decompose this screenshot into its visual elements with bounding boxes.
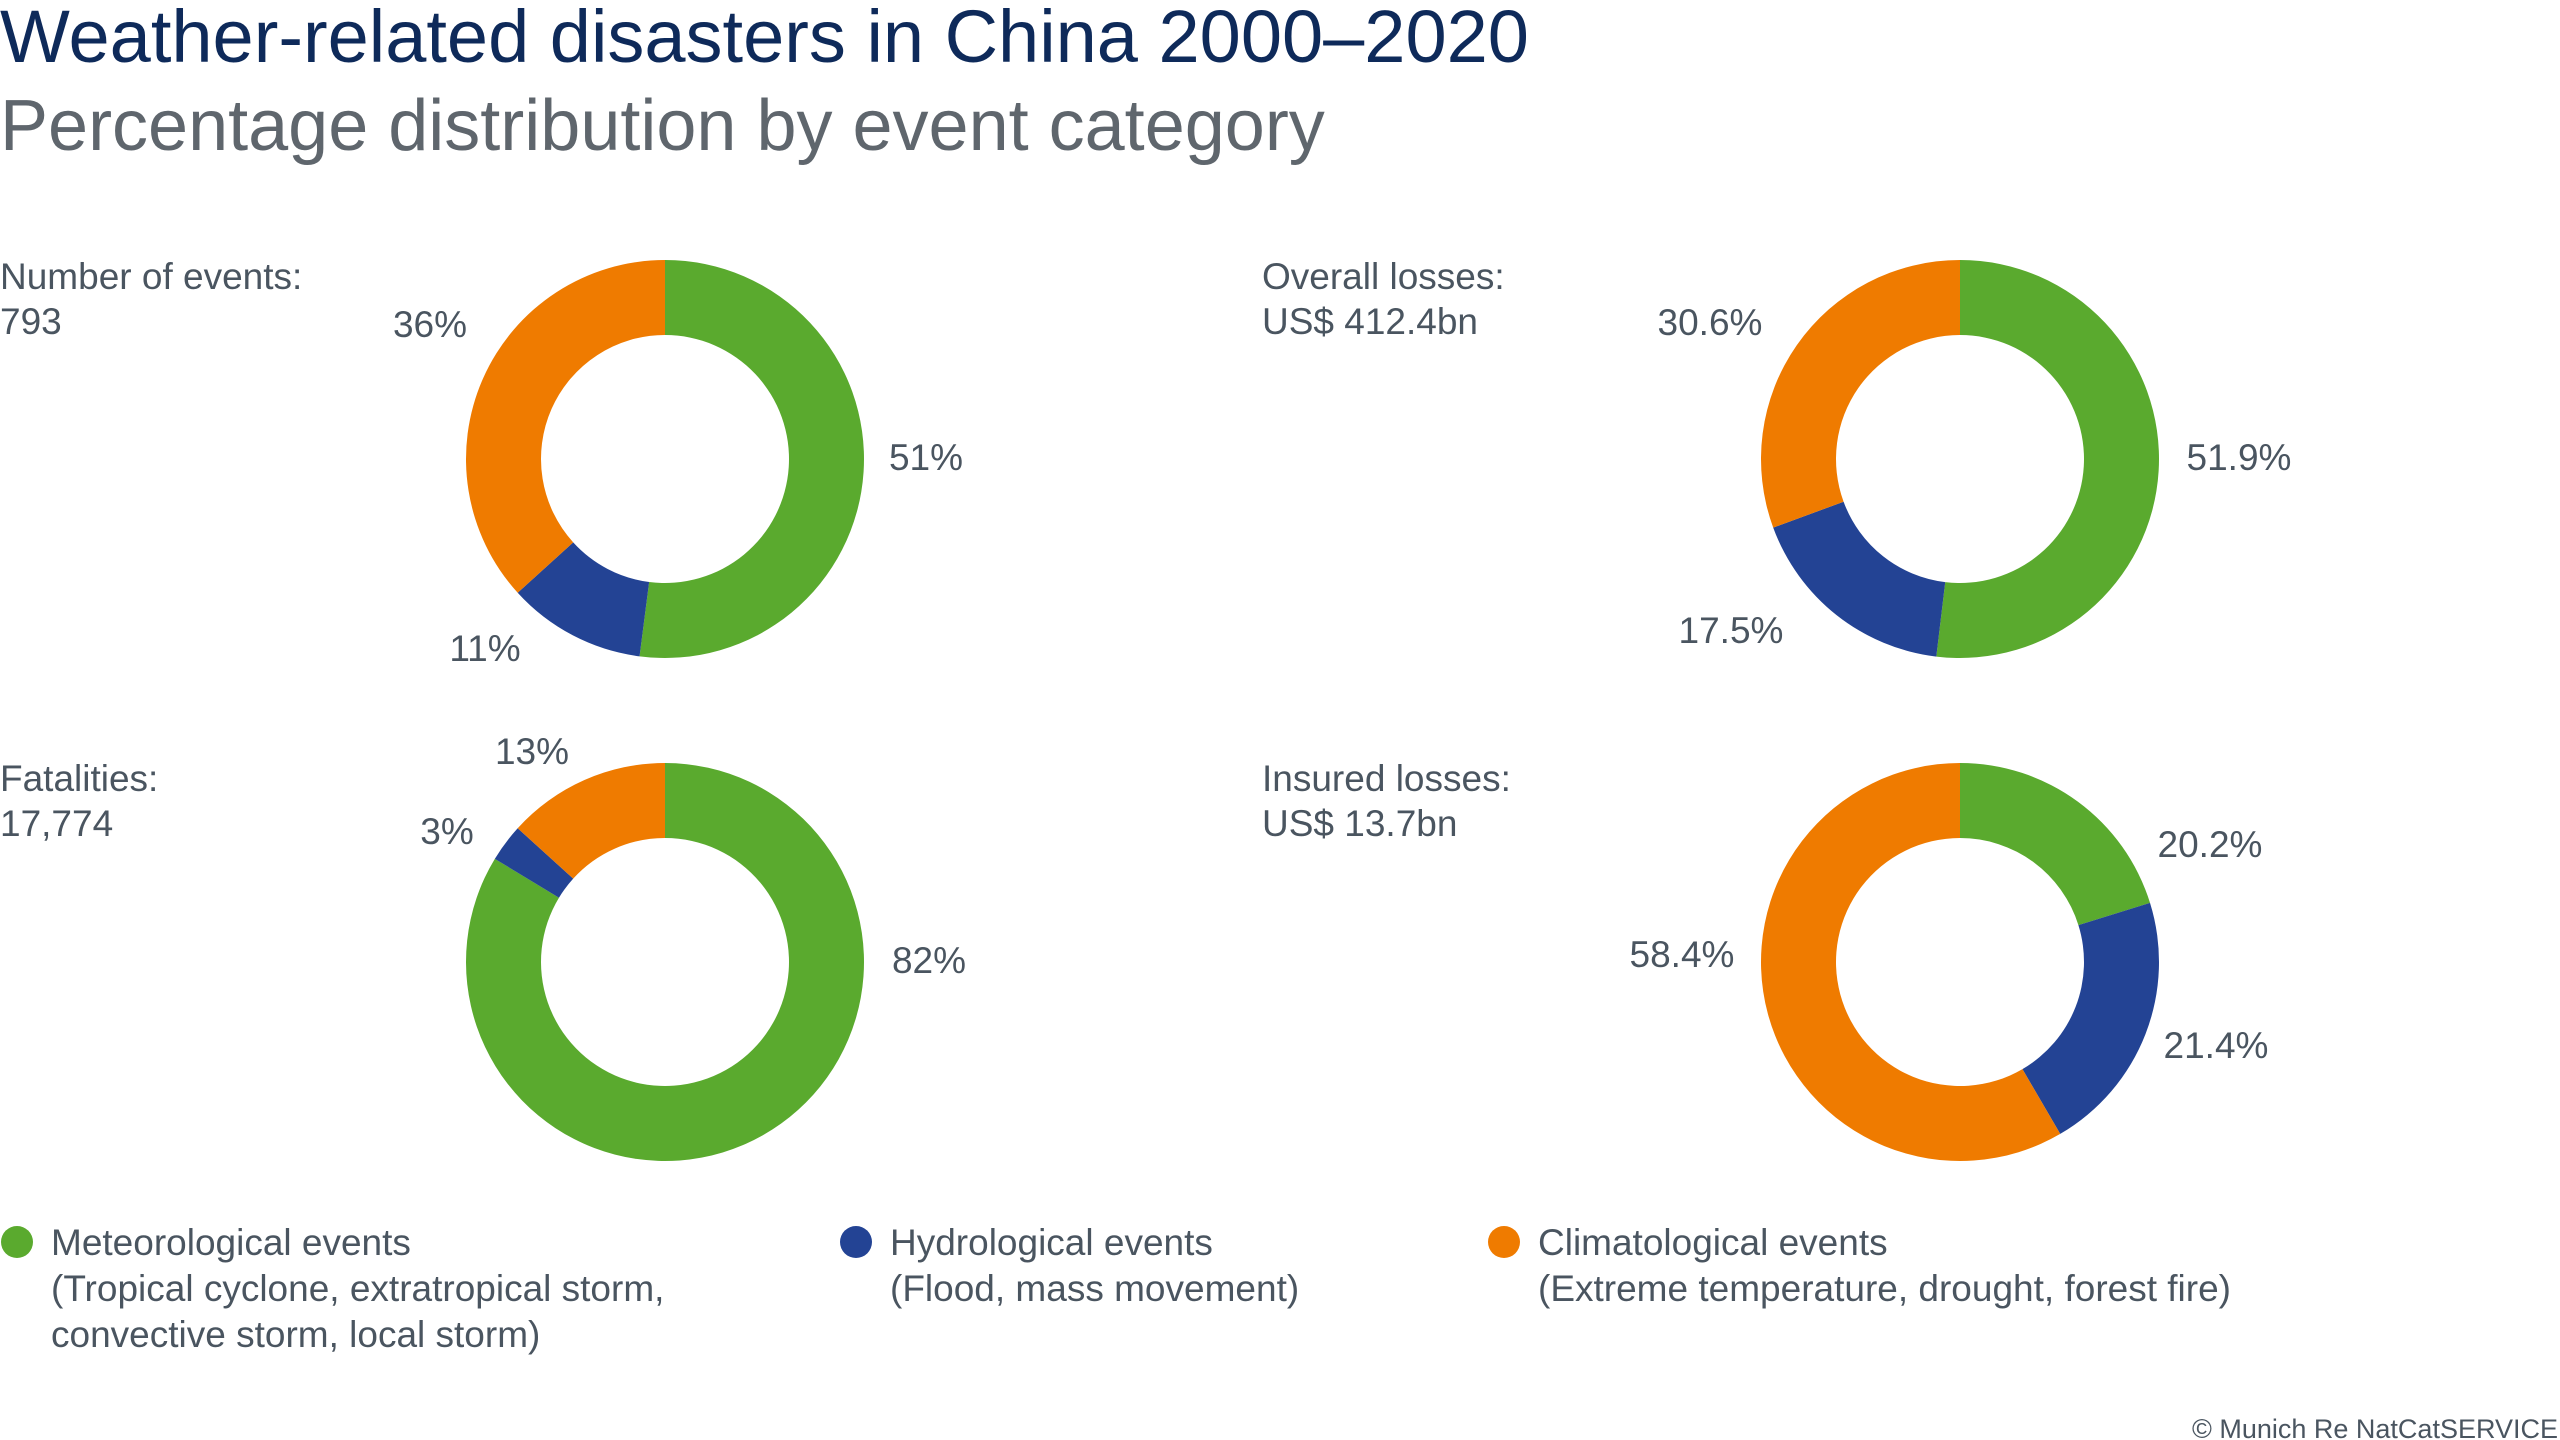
data-label: 11%	[449, 628, 520, 669]
panel-total-insured: US$ 13.7bn	[1262, 803, 1457, 844]
data-label: 17.5%	[1679, 610, 1784, 651]
donut-slice-climatological	[465, 260, 665, 593]
legend-detail: (Tropical cyclone, extratropical storm,	[51, 1268, 664, 1309]
copyright: © Munich Re NatCatSERVICE	[2192, 1414, 2558, 1440]
legend-detail: convective storm, local storm)	[51, 1314, 540, 1355]
data-label: 58.4%	[1630, 934, 1735, 975]
legend-label: Climatological events	[1538, 1222, 1888, 1263]
donut-slice-climatological	[1760, 763, 2061, 1161]
donut-slice-meteorological	[1936, 260, 2160, 658]
data-label: 36%	[393, 304, 467, 345]
donut-slice-meteorological	[466, 763, 864, 1161]
legend: Meteorological events (Tropical cyclone,…	[1, 1222, 2231, 1355]
data-label: 82%	[892, 940, 966, 981]
panel-total-events: 793	[0, 301, 62, 342]
donut-slice-hydrological	[1773, 501, 1946, 657]
panel-label-insured: Insured losses:	[1262, 758, 1511, 799]
donut-slice-meteorological	[639, 260, 864, 658]
chart-title: Weather-related disasters in China 2000–…	[0, 0, 1529, 78]
data-label: 20.2%	[2158, 824, 2263, 865]
panel-label-events: Number of events:	[0, 256, 302, 297]
legend-label: Hydrological events	[890, 1222, 1213, 1263]
panel-label-fatalities: Fatalities:	[0, 758, 158, 799]
panel-total-overall: US$ 412.4bn	[1262, 301, 1478, 342]
data-label: 21.4%	[2164, 1025, 2269, 1066]
donut-slice-hydrological	[2022, 902, 2159, 1134]
legend-marker-meteorological	[1, 1226, 33, 1258]
donut-slice-climatological	[1761, 260, 1960, 528]
legend-detail: (Extreme temperature, drought, forest fi…	[1538, 1268, 2231, 1309]
chart-subtitle: Percentage distribution by event categor…	[0, 86, 1325, 166]
donut-slice-hydrological	[494, 828, 574, 898]
legend-marker-hydrological	[840, 1226, 872, 1258]
data-label: 3%	[420, 811, 473, 852]
donut-slice-meteorological	[1960, 763, 2151, 926]
legend-detail: (Flood, mass movement)	[890, 1268, 1299, 1309]
data-label: 51.9%	[2187, 437, 2292, 478]
data-label: 30.6%	[1658, 302, 1763, 343]
donut-slice-hydrological	[517, 542, 650, 657]
legend-label: Meteorological events	[51, 1222, 411, 1263]
panel-label-overall: Overall losses:	[1262, 256, 1505, 297]
legend-marker-climatological	[1488, 1226, 1520, 1258]
data-label: 13%	[495, 731, 569, 772]
data-label: 51%	[889, 437, 963, 478]
panel-total-fatalities: 17,774	[0, 803, 113, 844]
donut-slice-climatological	[517, 763, 665, 879]
